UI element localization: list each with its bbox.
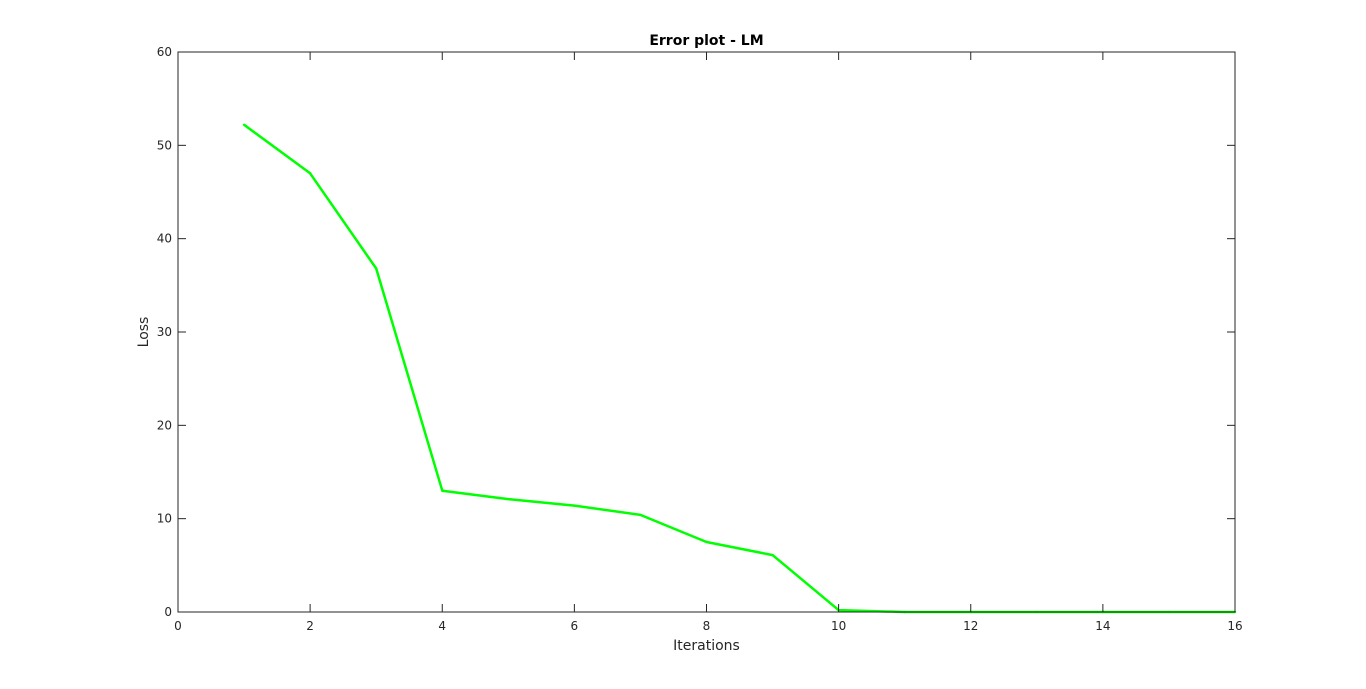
y-axis-ticks: 0 10 20 30 40 50 60 xyxy=(157,45,1235,619)
x-tick-label: 10 xyxy=(831,619,846,633)
y-tick-label: 60 xyxy=(157,45,172,59)
x-tick-label: 14 xyxy=(1095,619,1110,633)
y-tick-label: 10 xyxy=(157,512,172,526)
x-axis-ticks: 0 2 4 6 8 10 12 14 16 xyxy=(174,52,1243,633)
chart-title: Error plot - LM xyxy=(649,33,763,49)
y-tick-label: 50 xyxy=(157,138,172,152)
data-point xyxy=(242,123,246,127)
x-tick-label: 8 xyxy=(703,619,711,633)
x-tick-label: 12 xyxy=(963,619,978,633)
data-point xyxy=(639,513,642,517)
y-tick-label: 40 xyxy=(157,232,172,246)
x-tick-label: 0 xyxy=(174,619,182,633)
y-tick-label: 30 xyxy=(157,325,172,339)
data-point xyxy=(507,497,510,501)
axes: 0 2 4 6 8 10 12 14 16 0 10 20 30 40 50 60 xyxy=(157,45,1243,633)
x-axis-label: Iterations xyxy=(673,638,740,654)
data-point xyxy=(771,553,774,557)
data-point xyxy=(573,504,576,507)
x-tick-label: 6 xyxy=(571,619,579,633)
plot-area xyxy=(178,52,1235,612)
data-point xyxy=(441,489,444,492)
data-point xyxy=(374,267,378,270)
x-tick-label: 4 xyxy=(438,619,446,633)
data-point xyxy=(308,172,312,175)
x-tick-label: 16 xyxy=(1227,619,1242,633)
data-point xyxy=(705,540,708,544)
x-tick-label: 2 xyxy=(306,619,314,633)
y-axis-label: Loss xyxy=(136,317,152,348)
y-tick-label: 0 xyxy=(164,605,172,619)
y-tick-label: 20 xyxy=(157,418,172,432)
